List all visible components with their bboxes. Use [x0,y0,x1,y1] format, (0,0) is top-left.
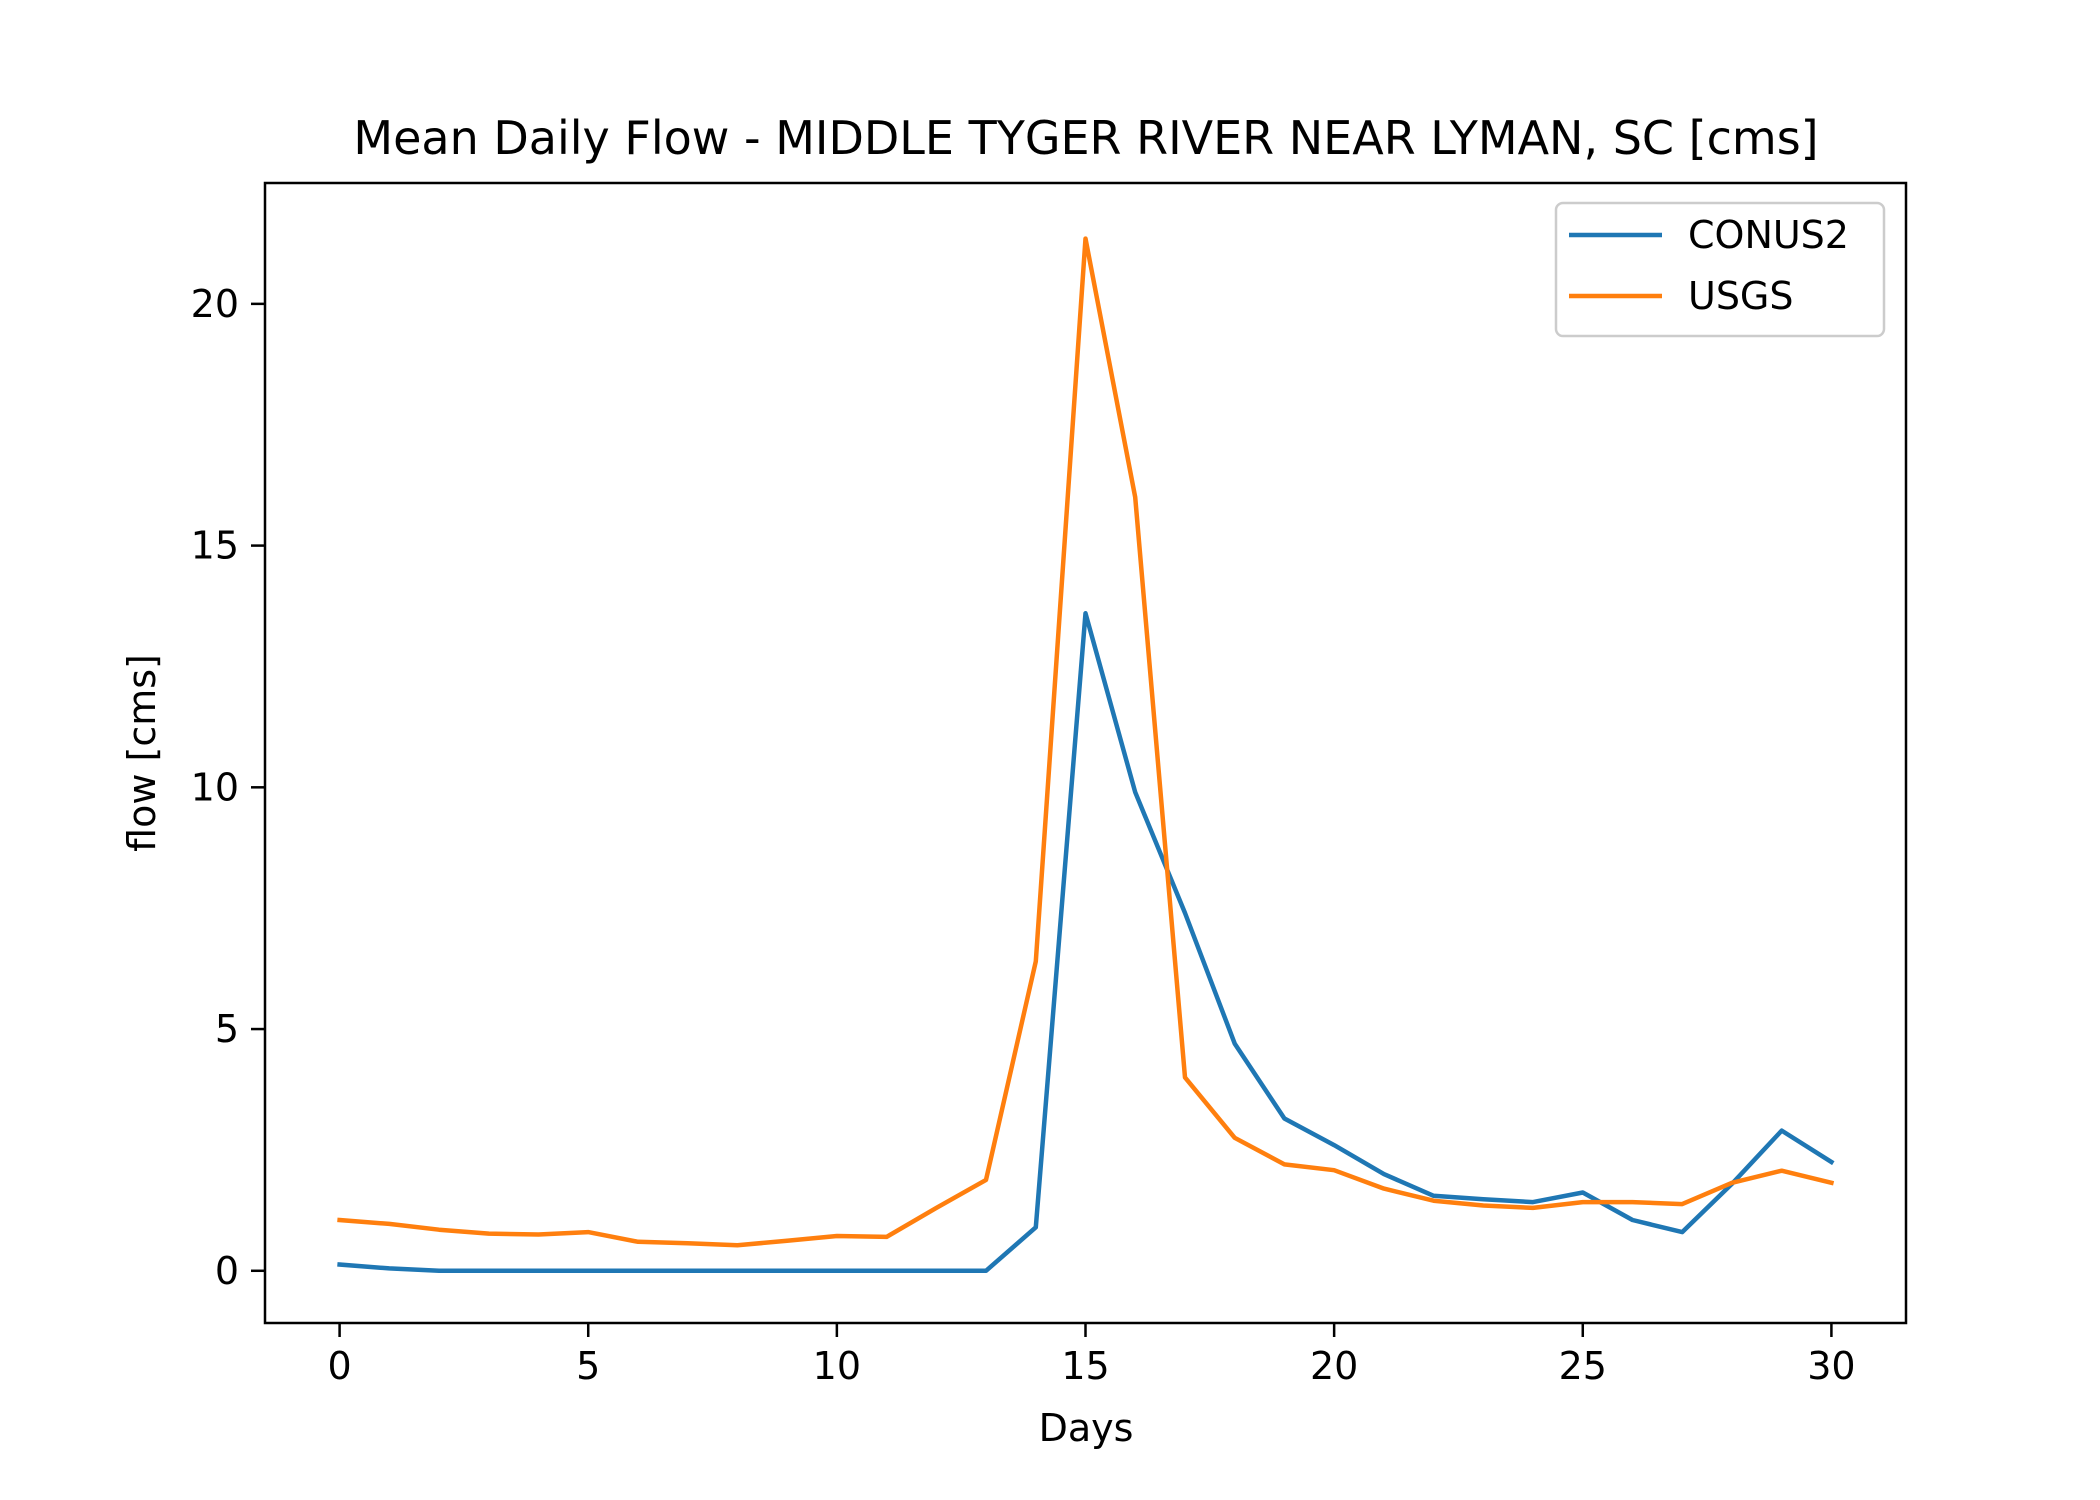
legend: CONUS2 USGS [1554,201,1886,338]
x-tick-label: 15 [1061,1344,1109,1388]
legend-label-conus2: CONUS2 [1688,213,1849,257]
chart-title: Mean Daily Flow - MIDDLE TYGER RIVER NEA… [353,111,1818,165]
x-axis-ticks: 0 5 10 15 20 25 30 [327,1323,1856,1388]
x-tick-label: 10 [813,1344,861,1388]
x-tick-label: 30 [1807,1344,1855,1388]
y-axis-label: flow [cms] [120,654,164,852]
x-tick-label: 0 [327,1344,351,1388]
y-tick-label: 10 [191,765,239,809]
legend-label-usgs: USGS [1688,274,1794,318]
y-tick-label: 20 [191,282,239,326]
y-tick-label: 0 [215,1249,239,1293]
y-tick-label: 15 [191,524,239,568]
plot-lines-group [337,236,1835,1274]
series-line-conus2 [337,611,1835,1274]
x-tick-label: 25 [1559,1344,1607,1388]
y-tick-label: 5 [215,1007,239,1051]
x-tick-label: 5 [576,1344,600,1388]
x-tick-label: 20 [1310,1344,1358,1388]
x-axis-label: Days [1039,1406,1134,1450]
y-axis-ticks: 0 5 10 15 20 [191,282,265,1293]
series-line-usgs [337,236,1835,1248]
